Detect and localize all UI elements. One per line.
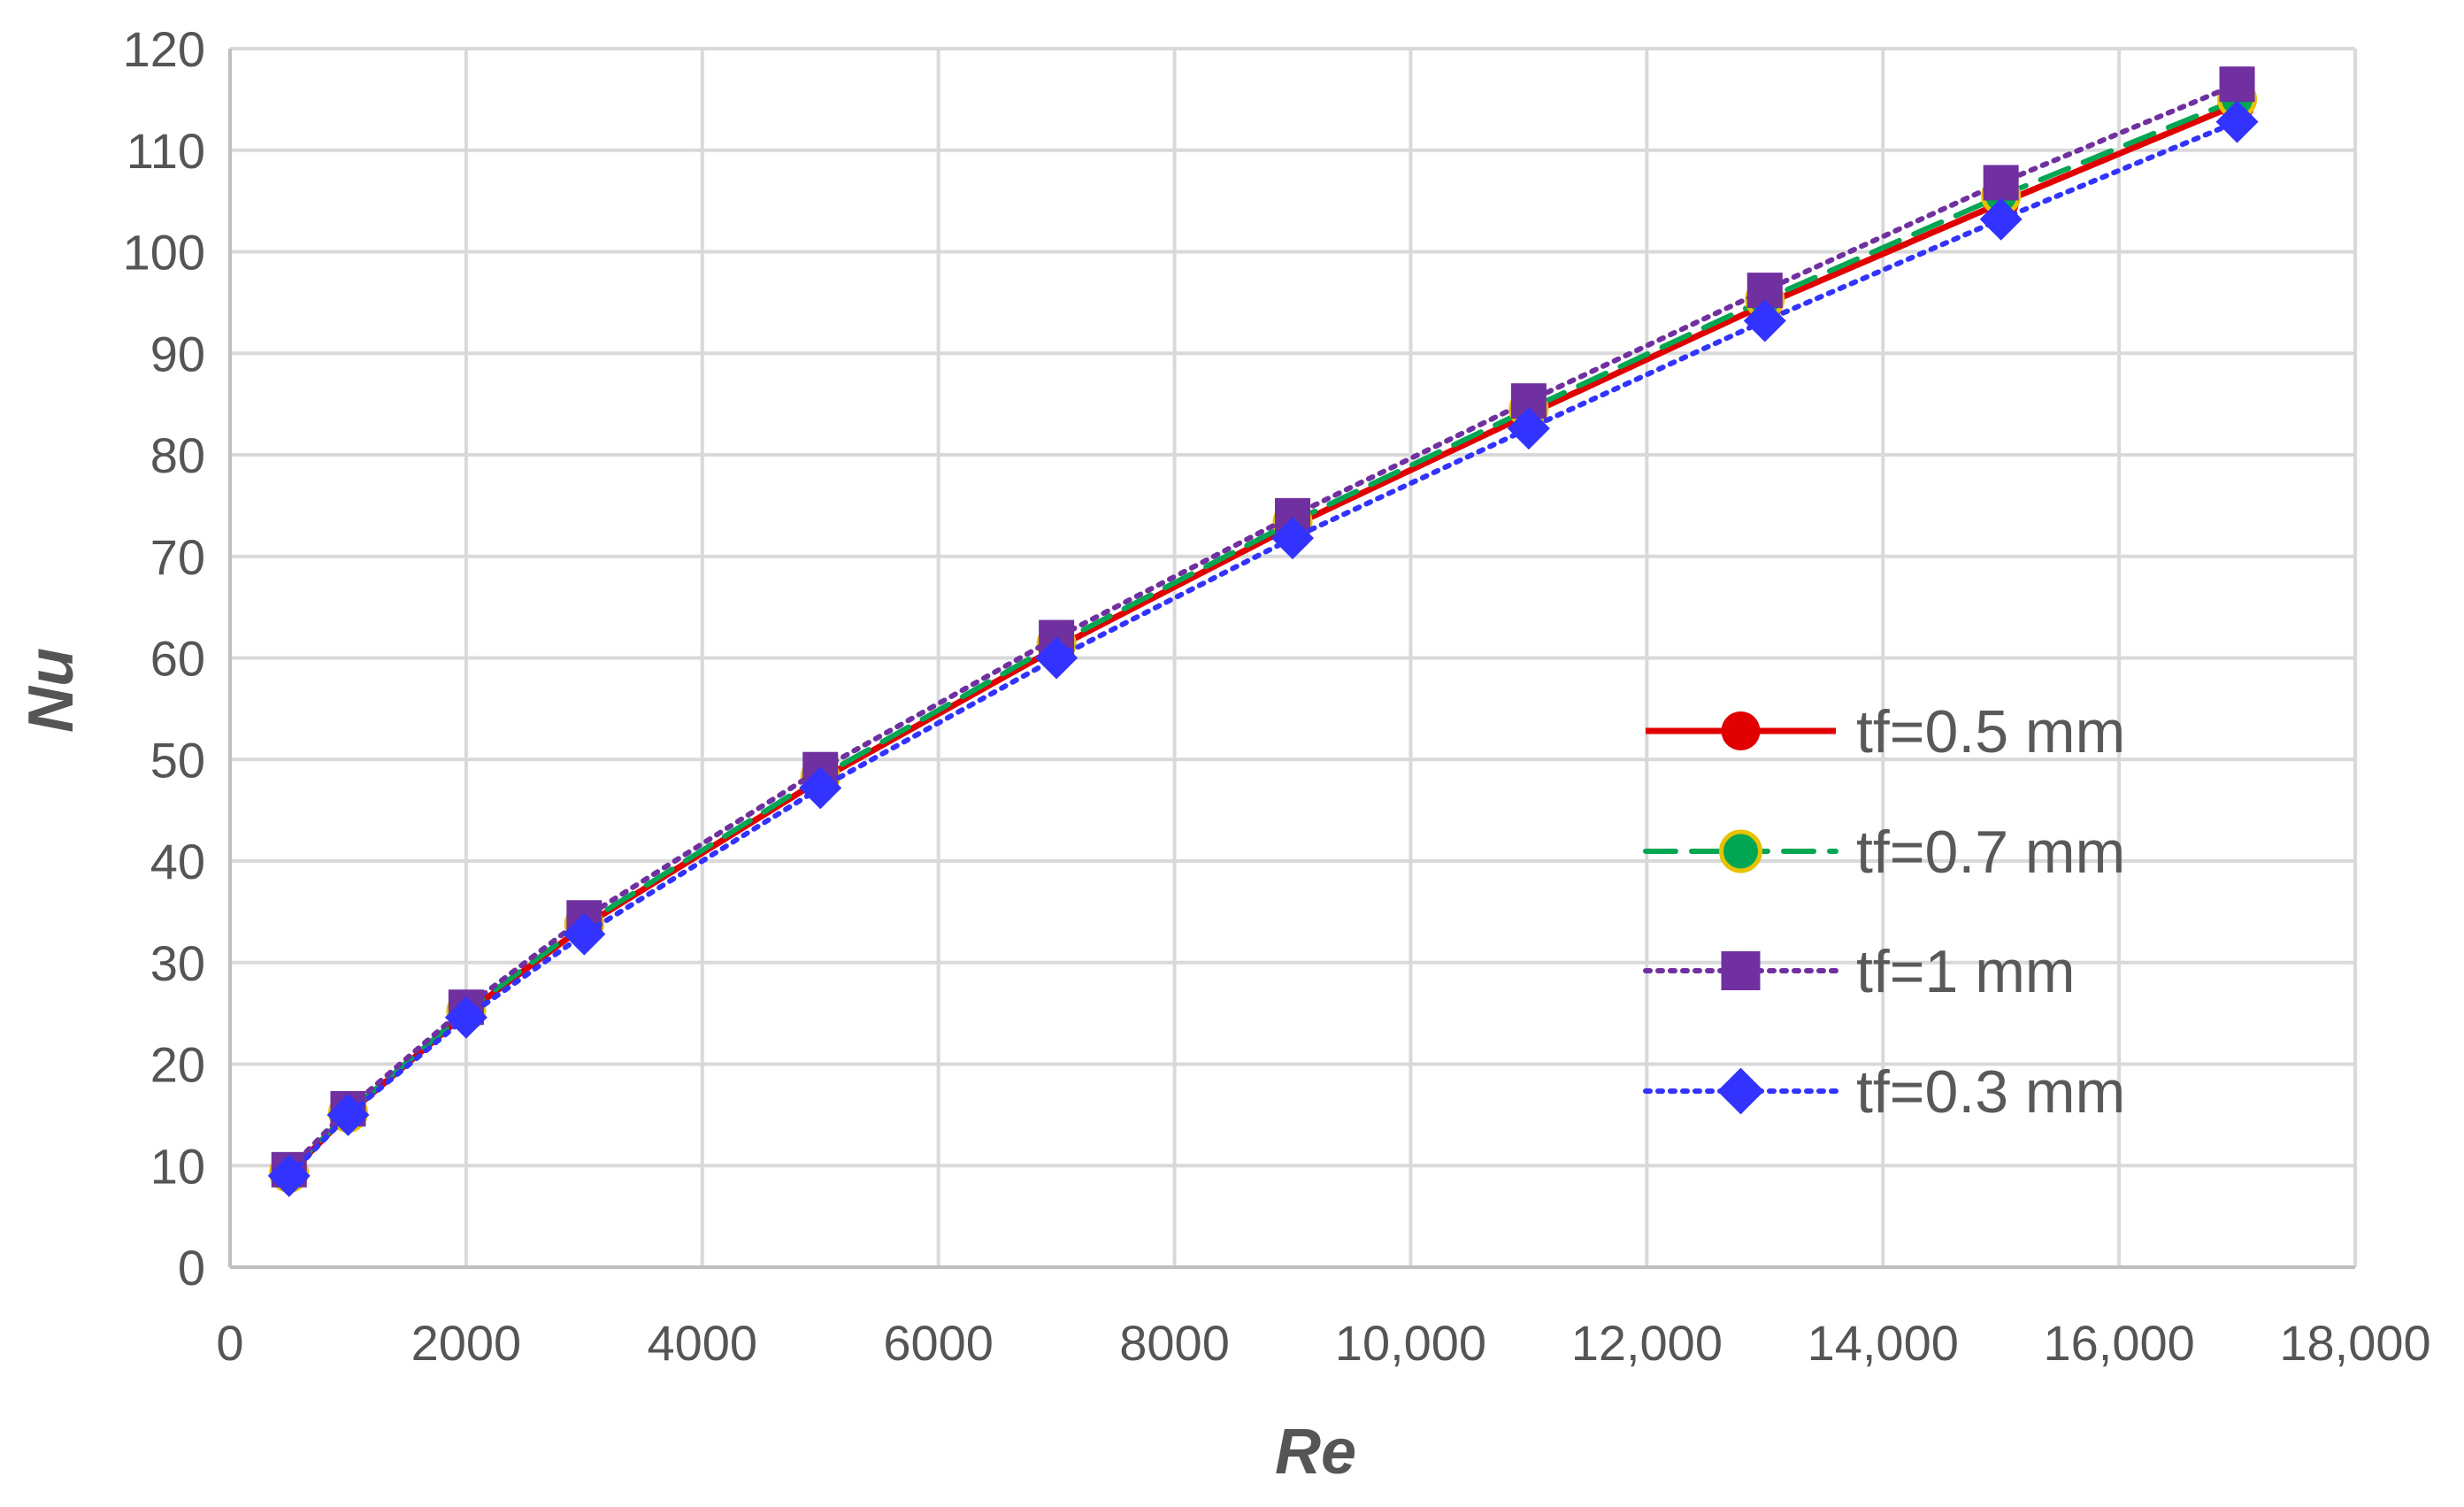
y-tick-label: 90 [150,326,205,381]
series-line [286,119,2240,1179]
series-2 [271,66,2255,1188]
x-tick-label: 6000 [883,1315,994,1371]
series-group [267,66,2259,1197]
y-tick-label: 40 [150,834,205,889]
x-tick-label: 4000 [647,1315,757,1371]
series-line [286,81,2240,1173]
y-tick-label: 20 [150,1037,205,1093]
x-tick-label: 16,000 [2043,1315,2194,1371]
data-point [1271,517,1314,560]
x-tick-label: 2000 [411,1315,522,1371]
legend-label: tf=0.7 mm [1856,819,2125,886]
y-tick-label: 100 [123,225,205,281]
data-point [326,1093,370,1136]
legend-label: tf=0.3 mm [1856,1058,2125,1126]
legend-entry: tf=1 mm [1643,938,2076,1005]
x-axis-title: Re [1275,1417,1356,1488]
x-tick-label: 10,000 [1335,1315,1486,1371]
x-tick-label: 12,000 [1571,1315,1723,1371]
axes [228,49,2355,1269]
series-1 [269,79,2258,1193]
y-tick-label: 60 [150,631,205,687]
legend-marker [1717,1067,1764,1115]
legend-marker [1721,711,1761,750]
legend-label: tf=0.5 mm [1856,698,2125,765]
legend-entry: tf=0.3 mm [1643,1058,2125,1126]
data-point [1743,299,1786,342]
legend-entry: tf=0.7 mm [1643,819,2125,886]
y-tick-label: 50 [150,732,205,788]
legend-marker [1719,829,1762,873]
x-tick-label: 0 [216,1315,243,1371]
data-point [267,1154,311,1197]
y-tick-label: 80 [150,427,205,483]
legend-label: tf=1 mm [1856,938,2076,1005]
y-tick-label: 110 [127,123,205,179]
data-point [2219,66,2255,103]
data-point [1979,197,2023,241]
y-tick-label: 0 [178,1240,205,1296]
data-point [1983,165,2019,201]
y-tick-label: 10 [150,1138,205,1194]
legend: tf=0.5 mm tf=0.7 mm tf=1 mm tf=0.3 mm [1643,698,2125,1126]
series-3 [267,100,2259,1197]
data-point [799,766,842,810]
data-point [1035,636,1078,680]
data-point [563,912,606,956]
data-point [444,996,487,1039]
grid [230,47,2357,1267]
series-line [286,96,2240,1176]
data-point [1507,407,1550,450]
x-tick-label: 14,000 [1808,1315,1959,1371]
series-line [287,101,2238,1176]
y-tick-label: 120 [123,21,205,77]
y-tick-label: 30 [150,935,205,991]
tick-labels: 0 10 20 30 40 50 60 70 80 90 100 110 120 0 2000 4000 600… [123,21,2431,1371]
y-tick-label: 70 [150,529,205,585]
y-axis-title: Nu [16,648,87,733]
x-tick-label: 18,000 [2279,1315,2430,1371]
x-tick-label: 8000 [1119,1315,1230,1371]
legend-marker [1721,951,1761,990]
legend-entry: tf=0.5 mm [1646,698,2125,765]
data-point [2215,100,2259,143]
